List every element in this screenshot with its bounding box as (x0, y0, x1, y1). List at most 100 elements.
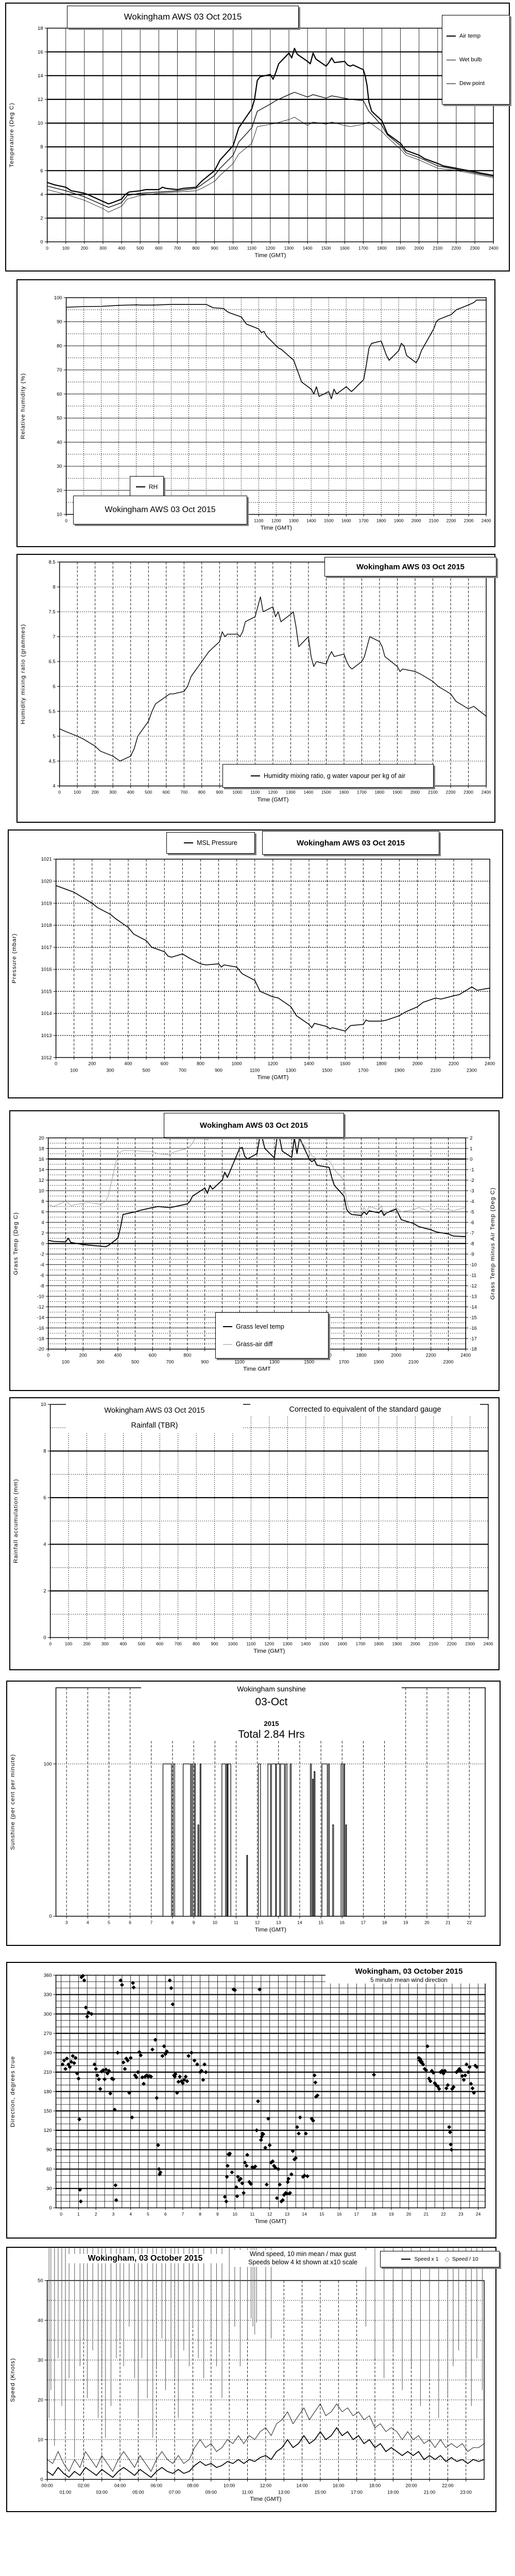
svg-text:Rainfall accumulation (mm): Rainfall accumulation (mm) (13, 1479, 19, 1563)
svg-text:360: 360 (44, 1973, 52, 1978)
svg-text:12: 12 (267, 2211, 272, 2216)
svg-text:19:00: 19:00 (387, 2489, 399, 2495)
svg-text:1200: 1200 (264, 1641, 274, 1646)
svg-text:13:00: 13:00 (278, 2489, 289, 2495)
svg-text:1800: 1800 (374, 1641, 384, 1646)
svg-text:2400: 2400 (485, 1061, 495, 1066)
chart-panel-sunshine: 0 100 3 4 5 6 7 8 9 10 11 12 13 14 15 16 17 18 19 20 21 22 Tim… (6, 1681, 501, 1946)
svg-text:400: 400 (119, 1641, 127, 1646)
svg-text:24: 24 (476, 2211, 481, 2216)
mixing-ratio-legend: Humidity mixing ratio, g water vapour pe… (222, 764, 434, 788)
svg-text:2000: 2000 (391, 1352, 401, 1358)
chart-panel-rainfall: 0 2 4 6 8 10 0 100 200 300 400 500 600 700 800 900 1000 1… (9, 1397, 500, 1670)
legend-item-msl-pressure: MSL Pressure (184, 839, 237, 846)
svg-text:-4: -4 (40, 1262, 44, 1268)
svg-text:4: 4 (43, 1542, 46, 1548)
svg-text:Time (GMT): Time (GMT) (255, 2218, 286, 2225)
svg-text:20: 20 (406, 2211, 411, 2216)
svg-text:8: 8 (40, 144, 43, 150)
chart-note: Corrected to equivalent of the standard … (250, 1403, 480, 1416)
wind-speed-legend: Speed x 1 ◇ Speed / 10 (380, 2251, 500, 2267)
sunshine-total: Total 2.84 Hrs (141, 1728, 402, 1741)
svg-text:7.5: 7.5 (49, 609, 56, 615)
svg-text:60: 60 (46, 2166, 52, 2172)
svg-text:-6: -6 (40, 1273, 44, 1278)
svg-text:3: 3 (65, 1920, 68, 1925)
svg-text:1200: 1200 (268, 1061, 278, 1066)
svg-text:10: 10 (38, 2437, 43, 2443)
svg-text:10: 10 (232, 2211, 237, 2216)
svg-text:700: 700 (174, 245, 181, 250)
svg-text:02:00: 02:00 (78, 2483, 89, 2488)
legend-label: Dew point (459, 80, 485, 87)
svg-text:2400: 2400 (482, 518, 491, 523)
svg-text:0: 0 (55, 1061, 57, 1066)
svg-text:2400: 2400 (460, 1352, 471, 1358)
svg-text:-12: -12 (470, 1283, 477, 1289)
svg-text:270: 270 (44, 2031, 52, 2037)
svg-text:1014: 1014 (41, 1011, 52, 1016)
pressure-plot: 1012 1013 1014 1015 1016 1017 1018 1019 1020 1021… (11, 857, 495, 1081)
svg-text:5: 5 (147, 2211, 149, 2216)
svg-text:1200: 1200 (265, 245, 275, 250)
svg-text:600: 600 (156, 1641, 163, 1646)
svg-text:1200: 1200 (271, 518, 281, 523)
thick-line-sample-icon (447, 36, 456, 37)
svg-text:1900: 1900 (394, 518, 404, 523)
svg-text:2100: 2100 (431, 1067, 441, 1073)
legend-label: Grass-air diff (236, 1341, 273, 1348)
svg-text:12: 12 (255, 1920, 260, 1925)
svg-text:2000: 2000 (410, 789, 420, 794)
svg-text:1500: 1500 (322, 1067, 332, 1073)
svg-text:Time (GMT): Time (GMT) (261, 525, 292, 531)
svg-text:2400: 2400 (484, 1641, 493, 1646)
svg-text:700: 700 (179, 1067, 186, 1073)
svg-text:1900: 1900 (392, 789, 402, 794)
legend-item-wet-bulb: Wet bulb (447, 57, 482, 63)
svg-text:2000: 2000 (411, 518, 421, 523)
svg-text:700: 700 (166, 1359, 174, 1364)
svg-text:1000: 1000 (232, 789, 242, 794)
svg-text:2300: 2300 (467, 1067, 477, 1073)
svg-text:4: 4 (40, 192, 43, 197)
svg-text:Speed (Knots): Speed (Knots) (10, 2358, 16, 2402)
svg-text:11: 11 (250, 2211, 255, 2216)
svg-text:2300: 2300 (464, 518, 474, 523)
svg-text:11:00: 11:00 (242, 2489, 253, 2495)
svg-text:2300: 2300 (464, 789, 473, 794)
svg-text:1800: 1800 (376, 1061, 387, 1066)
svg-text:800: 800 (198, 789, 205, 794)
svg-text:6.5: 6.5 (49, 659, 56, 665)
svg-text:22: 22 (441, 2211, 446, 2216)
svg-text:1600: 1600 (340, 1061, 350, 1066)
svg-text:4.5: 4.5 (49, 758, 56, 764)
svg-text:-12: -12 (37, 1304, 44, 1310)
svg-text:4: 4 (53, 784, 55, 789)
svg-text:60: 60 (57, 392, 62, 397)
svg-text:1100: 1100 (247, 245, 256, 250)
svg-text:1500: 1500 (321, 245, 331, 250)
svg-text:14:00: 14:00 (296, 2483, 307, 2488)
svg-text:700: 700 (180, 789, 187, 794)
svg-text:2200: 2200 (449, 1061, 459, 1066)
svg-text:15:00: 15:00 (315, 2489, 326, 2495)
svg-text:05:00: 05:00 (132, 2489, 144, 2495)
thick-line-sample-icon (184, 842, 194, 843)
svg-text:600: 600 (161, 1061, 168, 1066)
svg-text:17: 17 (361, 1920, 366, 1925)
svg-text:1700: 1700 (359, 518, 369, 523)
svg-text:-7: -7 (470, 1230, 474, 1236)
svg-text:1000: 1000 (228, 245, 238, 250)
svg-text:210: 210 (44, 2070, 52, 2075)
svg-text:-14: -14 (37, 1315, 44, 1320)
svg-text:300: 300 (97, 1359, 105, 1364)
svg-text:0: 0 (58, 789, 61, 794)
svg-text:200: 200 (88, 1061, 96, 1066)
svg-text:240: 240 (44, 2050, 52, 2056)
svg-text:17: 17 (354, 2211, 359, 2216)
svg-text:1100: 1100 (250, 1067, 260, 1073)
legend-label: Grass level temp (236, 1323, 284, 1330)
svg-text:0: 0 (40, 2477, 43, 2483)
svg-text:1700: 1700 (358, 245, 368, 250)
chart-year: 2015 (141, 1720, 402, 1727)
